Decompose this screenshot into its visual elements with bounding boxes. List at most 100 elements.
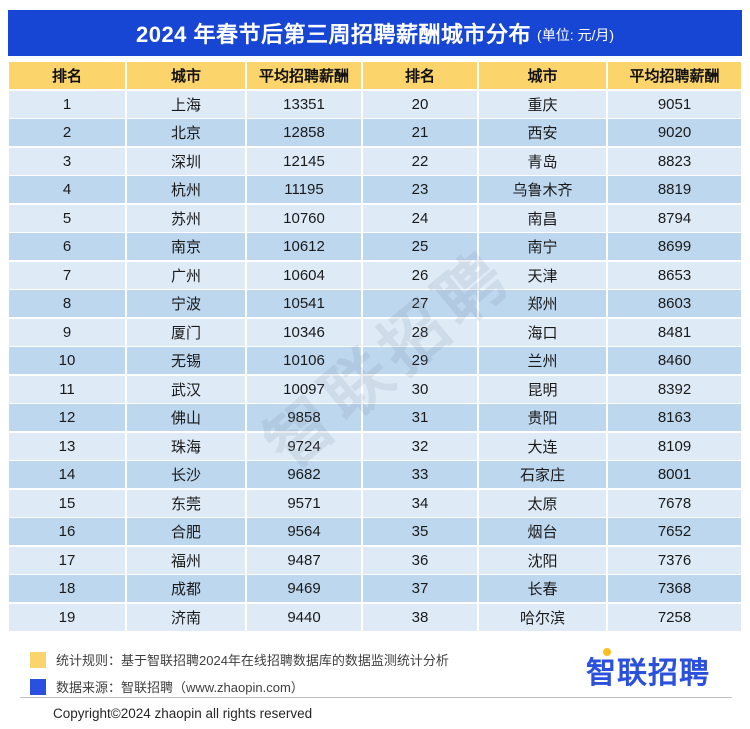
salary-cell: 9440 [247,603,361,631]
salary-cell: 9724 [247,432,361,460]
salary-cell: 7258 [608,603,741,631]
salary-cell: 8460 [608,347,741,374]
logo-yellow-ring-icon [603,648,611,656]
city-cell: 哈尔滨 [479,603,606,631]
salary-cell: 7376 [608,546,741,574]
city-cell: 贵阳 [479,404,606,431]
salary-cell: 9571 [247,489,361,517]
salary-cell: 7368 [608,575,741,602]
city-cell: 厦门 [127,318,245,346]
city-cell: 珠海 [127,432,245,460]
salary-cell: 13351 [247,90,361,118]
title-bar: 2024 年春节后第三周招聘薪酬城市分布 (单位: 元/月) [8,10,742,56]
salary-cell: 9469 [247,575,361,602]
city-cell: 重庆 [479,90,606,118]
salary-cell: 8392 [608,375,741,403]
city-cell: 南京 [127,233,245,260]
logo-first-char: 智 [586,648,617,692]
rank-cell: 36 [363,546,477,574]
yellow-swatch-icon [30,651,46,668]
city-cell: 青岛 [479,147,606,175]
rank-cell: 18 [9,575,125,602]
legend-source-text: 数据来源：智联招聘（www.zhaopin.com） [56,680,304,695]
rank-cell: 10 [9,347,125,374]
rank-cell: 21 [363,119,477,146]
salary-cell: 12858 [247,119,361,146]
rank-cell: 25 [363,233,477,260]
city-cell: 太原 [479,489,606,517]
city-cell: 杭州 [127,176,245,203]
salary-cell: 11195 [247,176,361,203]
rank-cell: 7 [9,261,125,289]
city-cell: 东莞 [127,489,245,517]
legend-item-source: 数据来源：智联招聘（www.zhaopin.com） [30,677,449,696]
city-cell: 合肥 [127,518,245,545]
salary-cell: 10541 [247,290,361,317]
city-cell: 西安 [479,119,606,146]
title-unit-label: (单位: 元/月) [537,26,615,43]
rank-cell: 2 [9,119,125,146]
salary-cell: 9051 [608,90,741,118]
salary-cell: 8481 [608,318,741,346]
rank-cell: 11 [9,375,125,403]
salary-cell: 8823 [608,147,741,175]
salary-cell: 10106 [247,347,361,374]
rank-cell: 38 [363,603,477,631]
city-cell: 石家庄 [479,461,606,488]
salary-cell: 8819 [608,176,741,203]
city-cell: 南昌 [479,204,606,232]
salary-cell: 8001 [608,461,741,488]
rank-cell: 32 [363,432,477,460]
rank-cell: 5 [9,204,125,232]
zhaopin-logo: 智 联招聘 [586,648,710,692]
logo-rest-chars: 联招聘 [617,657,710,690]
col-header-salary-right: 平均招聘薪酬 [608,62,741,89]
city-cell: 大连 [479,432,606,460]
legend: 统计规则：基于智联招聘2024年在线招聘数据库的数据监测统计分析 数据来源：智联… [30,650,449,704]
rank-cell: 13 [9,432,125,460]
rank-cell: 14 [9,461,125,488]
rank-cell: 23 [363,176,477,203]
salary-cell: 10097 [247,375,361,403]
salary-cell: 7652 [608,518,741,545]
rank-cell: 24 [363,204,477,232]
rank-cell: 19 [9,603,125,631]
rank-cell: 9 [9,318,125,346]
city-cell: 烟台 [479,518,606,545]
city-cell: 无锡 [127,347,245,374]
salary-cell: 10760 [247,204,361,232]
rank-cell: 30 [363,375,477,403]
col-header-rank-right: 排名 [363,62,477,89]
salary-cell: 9020 [608,119,741,146]
rank-cell: 28 [363,318,477,346]
rank-cell: 22 [363,147,477,175]
rank-cell: 3 [9,147,125,175]
city-cell: 乌鲁木齐 [479,176,606,203]
city-cell: 北京 [127,119,245,146]
salary-cell: 10604 [247,261,361,289]
rank-cell: 20 [363,90,477,118]
city-cell: 海口 [479,318,606,346]
rank-cell: 15 [9,489,125,517]
col-header-city-right: 城市 [479,62,606,89]
city-cell: 天津 [479,261,606,289]
city-cell: 苏州 [127,204,245,232]
city-cell: 广州 [127,261,245,289]
legend-rules-text: 统计规则：基于智联招聘2024年在线招聘数据库的数据监测统计分析 [56,653,449,668]
rank-cell: 6 [9,233,125,260]
page-title: 2024 年春节后第三周招聘薪酬城市分布 [135,22,532,47]
salary-cell: 10612 [247,233,361,260]
city-cell: 深圳 [127,147,245,175]
blue-swatch-icon [30,678,46,695]
rank-cell: 27 [363,290,477,317]
rank-cell: 37 [363,575,477,602]
rank-cell: 33 [363,461,477,488]
footer-divider [20,697,732,698]
col-header-salary-left: 平均招聘薪酬 [247,62,361,89]
col-header-city-left: 城市 [127,62,245,89]
rank-cell: 34 [363,489,477,517]
rank-cell: 4 [9,176,125,203]
city-cell: 福州 [127,546,245,574]
salary-cell: 9564 [247,518,361,545]
